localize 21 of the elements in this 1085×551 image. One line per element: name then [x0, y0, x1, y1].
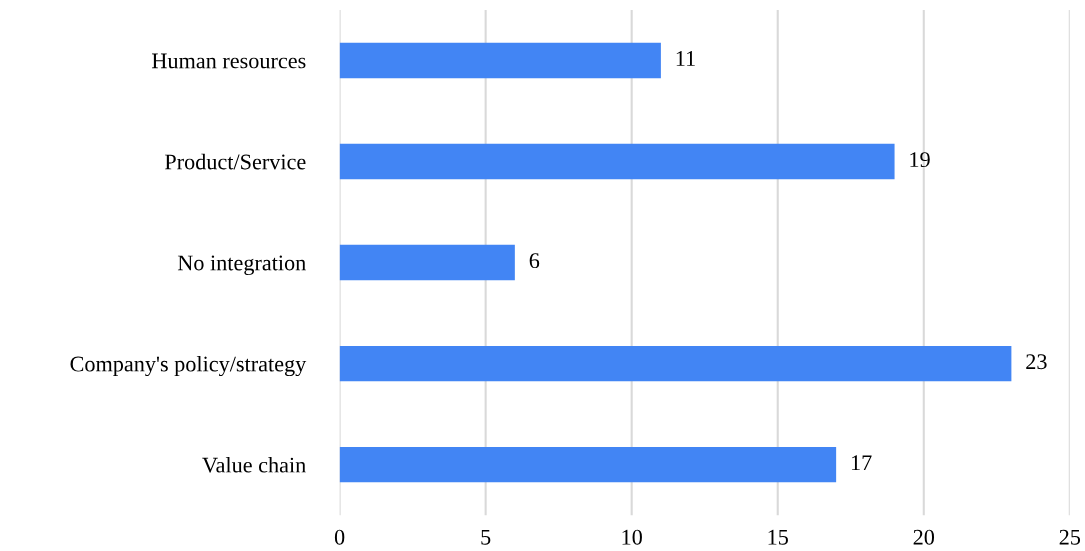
- data-label: 11: [676, 51, 695, 66]
- bar: [339, 143, 895, 180]
- bar: [339, 345, 1012, 382]
- data-label: 17: [851, 455, 872, 470]
- data-label: 23: [1026, 354, 1047, 370]
- y-tick-label: Human resources: [152, 53, 306, 69]
- x-tick-label: 5: [481, 529, 491, 545]
- y-tick-label: Company's policy/strategy: [70, 355, 307, 377]
- x-tick-label: 20: [913, 529, 935, 545]
- bar: [339, 42, 661, 79]
- bar: [339, 446, 837, 483]
- x-tick-label: 0: [334, 529, 345, 545]
- x-tick-label: 10: [622, 529, 642, 545]
- y-tick-label: Value chain: [202, 456, 306, 473]
- x-tick-label: 15: [768, 529, 788, 545]
- data-label: 6: [529, 253, 540, 269]
- y-tick-label: No integration: [177, 255, 306, 276]
- bar: [339, 244, 515, 281]
- data-label: 19: [910, 152, 930, 168]
- x-tick-label: 25: [1059, 529, 1081, 545]
- y-tick-label: Product/Service: [164, 153, 306, 170]
